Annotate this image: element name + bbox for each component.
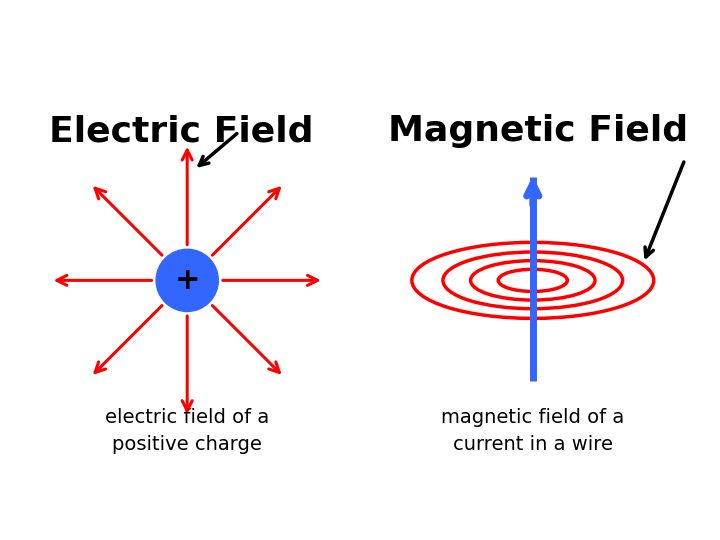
Text: Electric Field: Electric Field	[49, 114, 313, 148]
Text: magnetic field of a
current in a wire: magnetic field of a current in a wire	[441, 408, 624, 454]
Text: Magnetic Field: Magnetic Field	[387, 114, 688, 148]
Circle shape	[156, 249, 218, 312]
Text: +: +	[174, 266, 200, 295]
Text: electric field of a
positive charge: electric field of a positive charge	[105, 408, 269, 454]
